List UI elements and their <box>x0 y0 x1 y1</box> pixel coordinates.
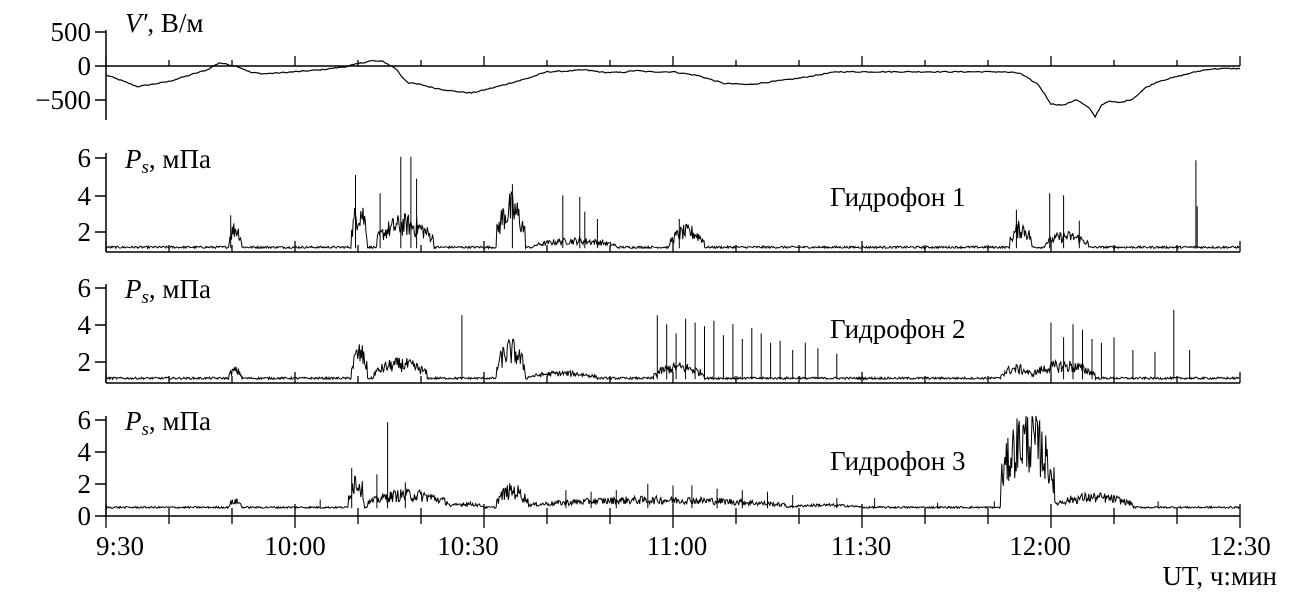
y-tick-label-vprime-minus500: −500 <box>35 85 91 115</box>
x-tick-label-1000: 10:00 <box>264 531 326 561</box>
y-tick-label-hydro3-0: 0 <box>78 501 92 531</box>
hydrophone-3-label: Гидрофон 3 <box>830 446 965 476</box>
hydrophone-2-label: Гидрофон 2 <box>830 314 965 344</box>
panel-vprime: V′, В/м 500 0 −500 <box>35 8 1241 120</box>
series-line-vprime <box>105 60 1241 119</box>
y-tick-label-vprime-0: 0 <box>78 51 92 81</box>
series-line-hydrophone-1 <box>105 156 1240 250</box>
panel-hydro3-label: Ps, мПа <box>124 406 211 440</box>
x-tick-label-1230: 12:30 <box>1209 531 1271 561</box>
x-tick-labels: 9:30 10:00 10:30 11:00 11:30 12:00 12:30 <box>96 531 1271 561</box>
y-tick-label-hydro3-4: 4 <box>78 437 92 467</box>
x-tick-label-0930: 9:30 <box>96 531 144 561</box>
panel-hydrophone-3: Ps, мПа Гидрофон 3 6 4 2 0 <box>78 405 1240 531</box>
y-tick-label-hydro1-4: 4 <box>78 181 92 211</box>
y-tick-label-vprime-500: 500 <box>51 17 92 47</box>
series-line-hydrophone-2 <box>105 309 1240 382</box>
y-tick-label-hydro2-6: 6 <box>78 273 92 303</box>
y-tick-label-hydro3-2: 2 <box>78 469 92 499</box>
y-tick-label-hydro3-6: 6 <box>78 405 92 435</box>
panel-hydro1-label: Ps, мПа <box>124 144 211 178</box>
hydrophone-1-label: Гидрофон 1 <box>830 182 965 212</box>
panel-hydro2-label: Ps, мПа <box>124 274 211 308</box>
x-tick-label-1030: 10:30 <box>437 531 499 561</box>
series-line-hydrophone-3 <box>105 415 1240 510</box>
y-tick-label-hydro2-2: 2 <box>78 347 92 377</box>
y-tick-label-hydro2-4: 4 <box>78 310 92 340</box>
panel-hydrophone-2: Ps, мПа Гидрофон 2 6 4 2 <box>78 273 1240 384</box>
panel-vprime-label: V′, В/м <box>125 8 204 38</box>
panel-hydrophone-1: Ps, мПа Гидрофон 1 6 4 2 <box>78 143 1240 253</box>
x-tick-label-1200: 12:00 <box>1009 531 1071 561</box>
x-tick-label-1130: 11:30 <box>831 531 892 561</box>
x-axis-unit-label: UT, ч:мин <box>1162 561 1277 591</box>
y-tick-label-hydro1-2: 2 <box>78 217 92 247</box>
y-tick-label-hydro1-6: 6 <box>78 143 92 173</box>
x-ticks <box>105 56 1241 528</box>
x-tick-label-1100: 11:00 <box>647 531 708 561</box>
